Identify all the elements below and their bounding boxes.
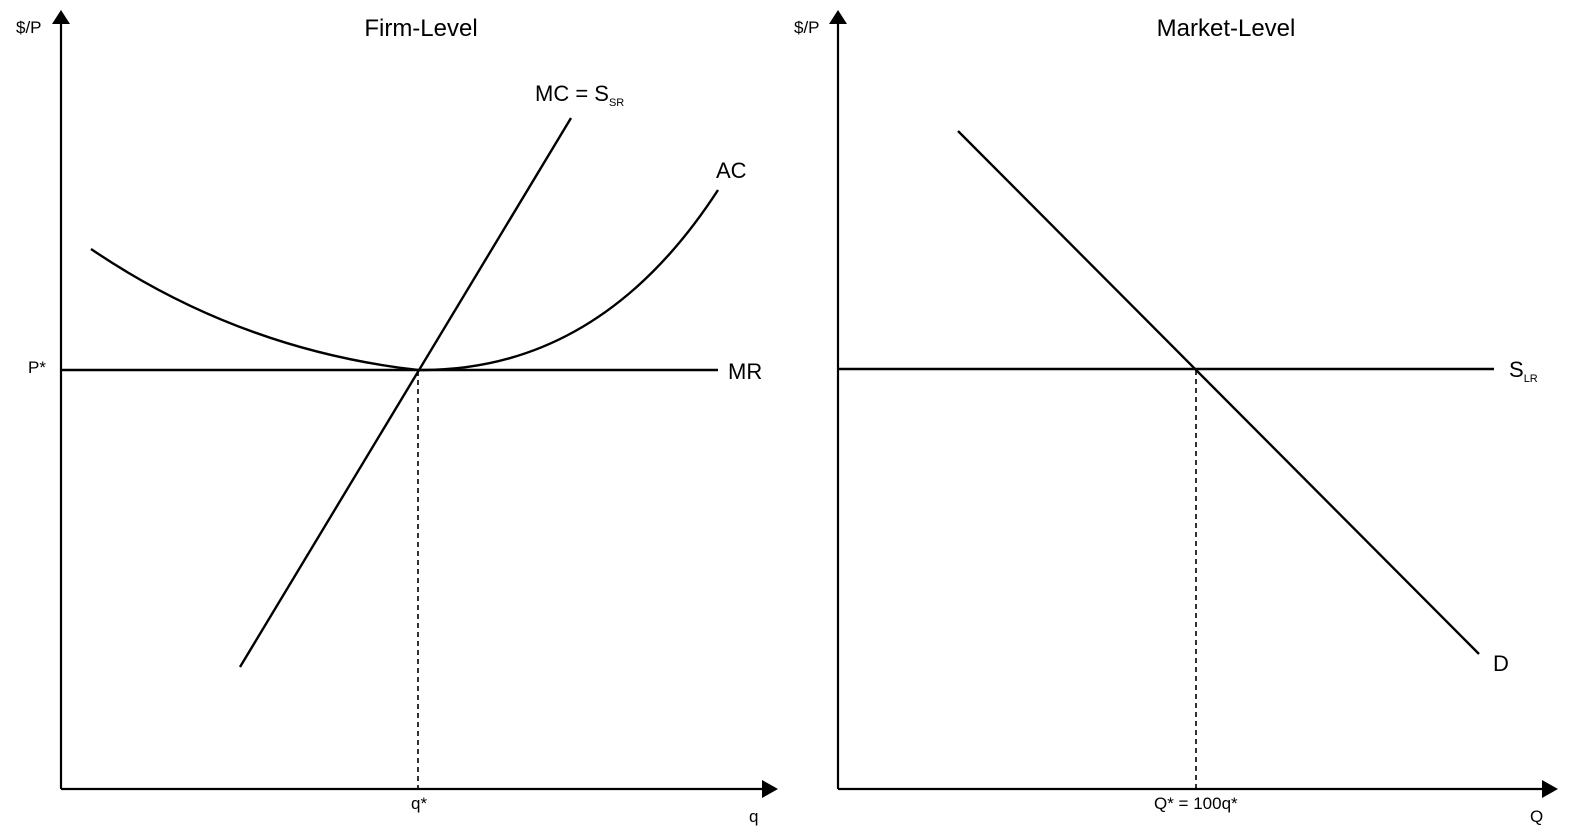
market-q-star-label: Q* = 100q* bbox=[1154, 794, 1238, 813]
firm-y-axis-label: $/P bbox=[16, 18, 42, 37]
market-title: Market-Level bbox=[1157, 15, 1296, 42]
ac-label: AC bbox=[716, 158, 747, 183]
price-star-label: P* bbox=[28, 358, 46, 377]
market-panel: Market-Level $/P Q SLR D Q* = 100q* bbox=[794, 10, 1558, 826]
slr-label-sub: LR bbox=[1524, 373, 1538, 385]
demand-label: D bbox=[1493, 651, 1509, 676]
market-y-axis-label: $/P bbox=[794, 18, 820, 37]
q-star-label: q* bbox=[411, 794, 427, 813]
firm-title: Firm-Level bbox=[364, 15, 477, 42]
slr-label-main: S bbox=[1509, 357, 1524, 382]
mc-label-main: MC = S bbox=[535, 81, 609, 106]
firm-x-axis-label: q bbox=[749, 807, 758, 826]
slr-label: SLR bbox=[1509, 357, 1538, 385]
market-y-arrowhead bbox=[829, 10, 847, 24]
market-x-arrowhead bbox=[1542, 780, 1558, 798]
mr-label: MR bbox=[728, 359, 762, 384]
demand-line bbox=[957, 130, 1480, 655]
ac-curve bbox=[90, 189, 720, 372]
firm-x-arrowhead bbox=[762, 780, 778, 798]
mc-label: MC = SSR bbox=[535, 81, 624, 109]
firm-panel: Firm-Level $/P q MR P* AC MC = SSR q* bbox=[16, 10, 778, 826]
firm-y-arrowhead bbox=[52, 10, 70, 24]
mc-label-sub: SR bbox=[609, 97, 624, 109]
mc-line bbox=[238, 117, 573, 668]
market-x-axis-label: Q bbox=[1530, 807, 1543, 826]
